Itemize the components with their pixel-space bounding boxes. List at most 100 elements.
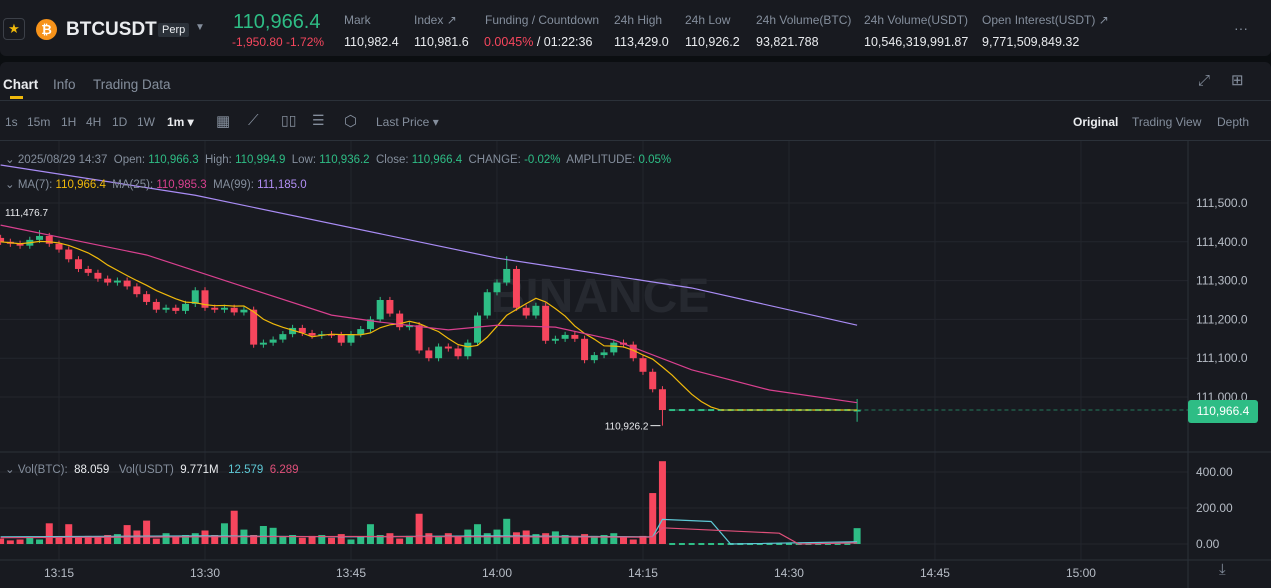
price-type-dropdown[interactable]: Last Price ▾	[376, 115, 439, 129]
volume-bar	[191, 533, 199, 544]
chart-settings-icon[interactable]: ☰	[312, 112, 325, 128]
time-tick-label: 14:45	[920, 566, 950, 580]
candle-body	[123, 280, 131, 287]
volume-bar	[36, 539, 44, 544]
candle-body	[610, 342, 618, 353]
volume-bar	[503, 518, 511, 544]
volume-bar	[308, 535, 316, 544]
volume-bar	[347, 539, 355, 544]
interval-selector[interactable]: 1m ▾	[167, 115, 194, 129]
volume-bar	[104, 535, 112, 544]
volume-bar	[649, 493, 657, 544]
volume-bar	[45, 523, 53, 544]
perp-badge: Perp	[158, 23, 190, 37]
tab-chart[interactable]: Chart	[3, 77, 39, 92]
view-original[interactable]: Original	[1073, 115, 1119, 129]
mark-value: 110,982.4	[344, 35, 399, 49]
candle-type-icon[interactable]: ▯▯	[281, 112, 297, 128]
candle-body	[143, 294, 151, 302]
time-tick-label: 15:00	[1066, 566, 1096, 580]
volume-bar	[259, 526, 267, 544]
open-interest-label[interactable]: Open Interest(USDT) ↗	[982, 13, 1109, 27]
hexagon-settings-icon[interactable]: ⬡	[344, 113, 358, 130]
volume-bar	[182, 535, 190, 544]
candle-body	[347, 334, 355, 343]
volume-bar	[220, 523, 228, 544]
time-tick-label: 14:30	[774, 566, 804, 580]
candle-body	[629, 344, 637, 359]
volume-bar	[561, 535, 569, 544]
tab-trading-data[interactable]: Trading Data	[93, 77, 171, 92]
volume-bar	[853, 528, 861, 544]
interval-1h[interactable]: 1H	[61, 115, 77, 129]
volume-bar	[123, 525, 131, 544]
candle-body	[464, 342, 472, 357]
candle-body	[483, 292, 491, 316]
candle-body	[425, 350, 433, 359]
candle-body	[512, 268, 520, 308]
fullscreen-icon[interactable]: ⤢	[1198, 72, 1211, 89]
interval-1w[interactable]: 1W	[137, 115, 155, 129]
open-interest-value: 9,771,509,849.32	[982, 35, 1080, 49]
candle-body	[259, 342, 267, 345]
candle-body	[503, 268, 511, 283]
view-depth[interactable]: Depth	[1217, 115, 1250, 129]
volume-bar	[571, 535, 579, 544]
candle-body	[649, 371, 657, 390]
funding-countdown: / 01:22:36	[533, 35, 593, 49]
candle-body	[405, 325, 413, 328]
volume-bar	[600, 535, 608, 544]
symbol-name[interactable]: BTCUSDT	[66, 19, 157, 40]
volume-bar	[425, 533, 433, 544]
candle-body	[551, 338, 559, 341]
index-label[interactable]: Index ↗	[414, 13, 457, 27]
interval-1d[interactable]: 1D	[112, 115, 128, 129]
candle-body	[45, 235, 53, 244]
candle-body	[658, 389, 666, 411]
candle-body	[152, 301, 160, 310]
candle-body	[113, 280, 121, 283]
layout-grid-icon[interactable]: ⊞	[1231, 72, 1244, 89]
vol-btc-value: 93,821.788	[756, 35, 819, 49]
tab-info[interactable]: Info	[53, 77, 76, 92]
candle-body	[474, 315, 482, 343]
calendar-icon[interactable]: ▦	[216, 113, 231, 130]
favorite-star-icon[interactable]: ★	[3, 18, 25, 40]
symbol-dropdown-icon[interactable]: ▼	[195, 22, 205, 33]
volume-bar	[376, 535, 384, 544]
high-value: 113,429.0	[614, 35, 669, 49]
volume-bar	[581, 534, 589, 544]
volume-bar	[162, 533, 170, 544]
view-trading-view[interactable]: Trading View	[1132, 115, 1202, 129]
candle-body	[435, 346, 443, 359]
volume-bar	[143, 520, 151, 544]
volume-bar	[405, 535, 413, 544]
candle-body	[230, 307, 238, 313]
candle-body	[172, 307, 180, 311]
more-icon[interactable]: ···	[1234, 20, 1248, 36]
vol-btc-label: 24h Volume(BTC)	[756, 13, 852, 27]
volume-bar	[172, 536, 180, 544]
candlestick-chart[interactable]: 111,500.0 111,400.0 111,300.0 111,200.0 111,…	[0, 141, 1271, 588]
interval-15m[interactable]: 15m	[27, 115, 51, 129]
time-tick-label: 14:15	[628, 566, 658, 580]
indicator-chart-icon[interactable]: ⟋	[248, 112, 259, 129]
candle-body	[133, 286, 141, 295]
volume-bar	[366, 524, 374, 544]
scroll-to-latest-icon[interactable]: ⤓	[1219, 561, 1226, 578]
candle-body	[328, 334, 336, 336]
interval-1s[interactable]: 1s	[5, 115, 18, 129]
volume-bar	[250, 535, 258, 544]
volume-bar	[337, 534, 345, 544]
divider	[0, 140, 1271, 141]
volume-bar	[55, 537, 63, 544]
ma-legend: ⌄ MA(7): 110,966.4 MA(25): 110,985.3 MA(…	[5, 179, 307, 191]
candle-body	[357, 329, 365, 335]
candle-body	[0, 237, 5, 242]
interval-4h[interactable]: 4H	[86, 115, 102, 129]
volume-bar	[386, 533, 394, 544]
candle-body	[201, 290, 209, 308]
volume-bar	[610, 533, 618, 544]
candle-body	[74, 259, 82, 269]
price-tick-label: 111,100.0	[1196, 351, 1248, 365]
